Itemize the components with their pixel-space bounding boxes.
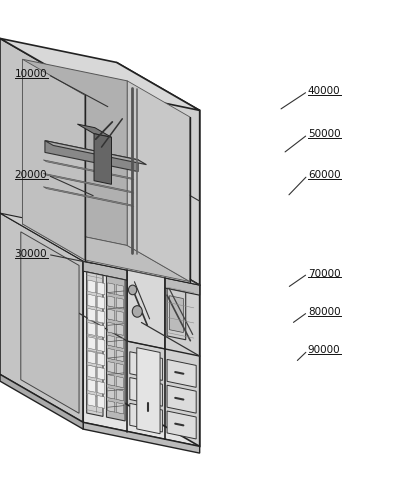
Polygon shape bbox=[94, 133, 111, 184]
Polygon shape bbox=[116, 376, 124, 388]
Polygon shape bbox=[108, 388, 115, 399]
Text: 30000: 30000 bbox=[15, 250, 47, 259]
Text: 10000: 10000 bbox=[15, 70, 47, 79]
Polygon shape bbox=[137, 348, 160, 434]
Polygon shape bbox=[0, 374, 200, 446]
Polygon shape bbox=[127, 81, 190, 281]
Polygon shape bbox=[116, 403, 124, 414]
Polygon shape bbox=[88, 379, 95, 392]
Polygon shape bbox=[88, 337, 95, 350]
Polygon shape bbox=[167, 385, 196, 413]
Polygon shape bbox=[116, 389, 124, 401]
Polygon shape bbox=[0, 38, 200, 110]
Polygon shape bbox=[116, 350, 124, 361]
Polygon shape bbox=[22, 59, 127, 245]
Polygon shape bbox=[83, 261, 200, 295]
Polygon shape bbox=[116, 285, 124, 296]
Polygon shape bbox=[21, 232, 79, 413]
Polygon shape bbox=[108, 361, 115, 373]
Polygon shape bbox=[97, 282, 105, 295]
Polygon shape bbox=[108, 283, 115, 294]
Polygon shape bbox=[127, 270, 165, 349]
Circle shape bbox=[132, 306, 142, 317]
Polygon shape bbox=[83, 86, 200, 446]
Polygon shape bbox=[88, 294, 95, 307]
Polygon shape bbox=[45, 141, 146, 165]
Polygon shape bbox=[167, 288, 186, 340]
Polygon shape bbox=[106, 276, 125, 421]
Polygon shape bbox=[108, 348, 115, 360]
Polygon shape bbox=[77, 124, 111, 137]
Polygon shape bbox=[116, 311, 124, 322]
Polygon shape bbox=[116, 62, 200, 446]
Polygon shape bbox=[130, 403, 162, 432]
Polygon shape bbox=[108, 322, 115, 334]
Polygon shape bbox=[22, 59, 85, 260]
Circle shape bbox=[129, 285, 137, 295]
Polygon shape bbox=[97, 367, 105, 380]
Polygon shape bbox=[87, 272, 103, 417]
Polygon shape bbox=[108, 374, 115, 386]
Polygon shape bbox=[97, 353, 105, 366]
Polygon shape bbox=[0, 374, 83, 429]
Polygon shape bbox=[97, 324, 105, 337]
Polygon shape bbox=[116, 298, 124, 309]
Polygon shape bbox=[22, 224, 190, 281]
Polygon shape bbox=[130, 352, 162, 380]
Polygon shape bbox=[130, 378, 162, 406]
Polygon shape bbox=[43, 173, 134, 193]
Polygon shape bbox=[169, 296, 183, 333]
Polygon shape bbox=[43, 187, 134, 206]
Polygon shape bbox=[97, 296, 105, 309]
Polygon shape bbox=[167, 411, 196, 439]
Polygon shape bbox=[45, 141, 138, 172]
Polygon shape bbox=[97, 339, 105, 352]
Polygon shape bbox=[88, 365, 95, 378]
Polygon shape bbox=[108, 309, 115, 320]
Polygon shape bbox=[97, 311, 105, 323]
Text: 60000: 60000 bbox=[308, 170, 340, 180]
Polygon shape bbox=[0, 38, 83, 422]
Polygon shape bbox=[88, 394, 95, 407]
Polygon shape bbox=[88, 280, 95, 293]
Polygon shape bbox=[108, 336, 115, 347]
Polygon shape bbox=[0, 213, 200, 285]
Polygon shape bbox=[88, 351, 95, 364]
Polygon shape bbox=[116, 337, 124, 348]
Text: 40000: 40000 bbox=[308, 86, 340, 96]
Text: 80000: 80000 bbox=[308, 307, 340, 317]
Polygon shape bbox=[167, 360, 196, 387]
Text: 90000: 90000 bbox=[308, 346, 340, 355]
Text: 20000: 20000 bbox=[15, 170, 47, 180]
Polygon shape bbox=[88, 323, 95, 336]
Polygon shape bbox=[108, 401, 115, 412]
Polygon shape bbox=[97, 381, 105, 394]
Polygon shape bbox=[88, 309, 95, 321]
Polygon shape bbox=[116, 324, 124, 335]
Text: 70000: 70000 bbox=[308, 269, 340, 278]
Polygon shape bbox=[108, 296, 115, 307]
Polygon shape bbox=[97, 396, 105, 408]
Polygon shape bbox=[43, 160, 134, 180]
Text: 50000: 50000 bbox=[308, 130, 340, 139]
Polygon shape bbox=[83, 422, 200, 453]
Polygon shape bbox=[116, 363, 124, 374]
